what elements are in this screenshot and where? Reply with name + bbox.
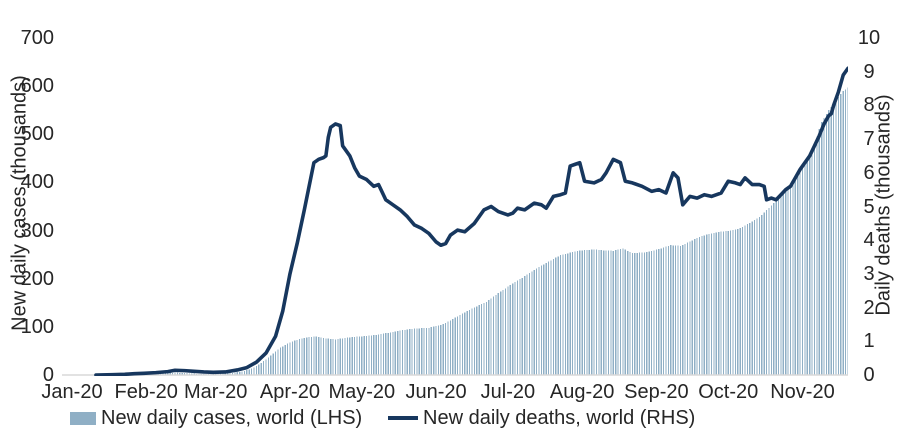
cases-bars <box>80 87 848 376</box>
left-tick-label: 400 <box>20 171 54 194</box>
left-tick-label: 0 <box>42 364 54 386</box>
cases-bar-swatch <box>70 411 96 425</box>
right-tick-label: 0 <box>863 364 875 386</box>
x-tick-label: Oct-20 <box>698 381 759 403</box>
x-tick-label: May-20 <box>328 381 396 403</box>
legend-item-deaths: New daily deaths, world (RHS) <box>388 404 695 432</box>
left-tick-label: 200 <box>20 267 54 290</box>
legend-item-cases: New daily cases, world (LHS) <box>70 404 362 432</box>
right-tick-label: 9 <box>863 60 875 83</box>
x-tick-label: Jan-20 <box>41 381 103 403</box>
deaths-line-swatch <box>388 416 418 420</box>
deaths-line <box>94 66 848 376</box>
right-tick-label: 8 <box>863 94 875 117</box>
right-tick-label: 1 <box>863 330 875 353</box>
x-tick-label: Nov-20 <box>770 381 835 403</box>
x-tick-label: Apr-20 <box>259 381 320 403</box>
right-tick-label: 3 <box>863 262 875 285</box>
x-tick-label: Jun-20 <box>405 381 467 403</box>
right-tick-label: 2 <box>863 296 875 319</box>
legend-deaths-label: New daily deaths, world (RHS) <box>423 406 696 429</box>
legend-cases-label: New daily cases, world (LHS) <box>101 406 363 429</box>
left-tick-label: 600 <box>20 75 54 98</box>
plot-area <box>62 66 848 376</box>
x-tick-label: Aug-20 <box>549 381 615 403</box>
x-tick-label: Sep-20 <box>624 381 689 403</box>
right-tick-label: 4 <box>863 229 875 252</box>
left-tick-label: 500 <box>20 123 54 146</box>
x-tick-label: Feb-20 <box>114 381 178 403</box>
right-tick-label: 5 <box>863 195 875 218</box>
left-tick-label: 300 <box>20 219 54 242</box>
right-tick-label: 10 <box>857 27 881 49</box>
left-axis-title: New daily cases (thousands) <box>8 75 31 331</box>
x-tick-label: Jul-20 <box>480 381 536 403</box>
left-tick-label: 100 <box>20 315 54 338</box>
x-tick-label: Mar-20 <box>184 381 248 403</box>
right-tick-label: 7 <box>863 128 875 151</box>
right-tick-label: 6 <box>863 161 875 184</box>
legend: New daily cases, world (LHS) New daily d… <box>0 404 901 434</box>
left-tick-label: 700 <box>20 27 54 49</box>
